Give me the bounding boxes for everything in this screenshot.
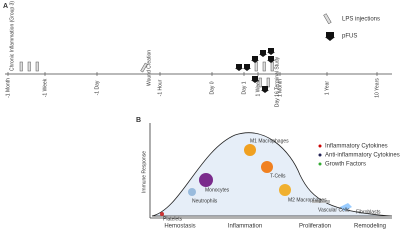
timeline-label: 10 Years [374, 78, 380, 98]
timeline-label: -1 Day [94, 80, 100, 95]
response-curve [151, 132, 393, 217]
panel-letter: A [3, 3, 8, 10]
legend-label: pFUS [342, 34, 357, 40]
legend-label: Inflammatory Cytokines [325, 144, 388, 150]
timeline-label: 1 Month [277, 79, 283, 97]
legend-label: Growth Factors [325, 162, 366, 168]
timeline-label: 1 Year [324, 81, 330, 96]
cells [160, 144, 352, 216]
cell-label: T-Cells [270, 173, 286, 179]
phase-label: Hemostasis [164, 224, 195, 230]
annotation: Day 16 Terminal Study [274, 56, 280, 107]
injection-icons [19, 13, 332, 88]
timeline-label: Day 0 [209, 81, 215, 94]
panel-letter: B [136, 117, 141, 124]
cell-label: Fibroblasts [356, 209, 381, 215]
y-label: Immune Response [141, 151, 147, 193]
cell-label: Vascular Cells [318, 207, 350, 213]
phase-label: Remodeling [354, 224, 386, 230]
timeline-label: Day 1 [241, 81, 247, 94]
cell-label: Monocytes [205, 187, 230, 193]
legend-label: LPS injections [342, 17, 380, 23]
cell-label: M1 Macrophages [250, 138, 289, 144]
timeline-label: -1 Week [42, 78, 48, 97]
cell-label: Neutrophils [192, 198, 218, 204]
phase-label: Proliferation [299, 224, 331, 230]
pfus-icons [235, 32, 335, 93]
legend-dot [318, 153, 322, 157]
timeline: -1 Month -1 Week -1 Day -1 Hour Day 0 Day 1 1 … [5, 72, 380, 98]
figure: A -1 Month -1 Week -1 Day -1 Hour Day 0 Day 1… [3, 1, 400, 230]
annotation: Wound Creation [146, 50, 152, 86]
timeline-label: 1 Week [255, 79, 261, 96]
timeline-label: -1 Month [5, 78, 11, 98]
legend-label: Anti-inflammatory Cytokines [325, 153, 400, 159]
annotation: Chronic Inflammation (Group 3) [9, 1, 15, 71]
cell-label: Platelets [163, 216, 183, 222]
cell-label: M2 Macrophages [288, 197, 327, 203]
phase-label: Inflammation [228, 224, 262, 230]
legend-dot [318, 162, 322, 166]
timeline-label: -1 Hour [157, 79, 163, 96]
legend-dot [318, 144, 322, 148]
